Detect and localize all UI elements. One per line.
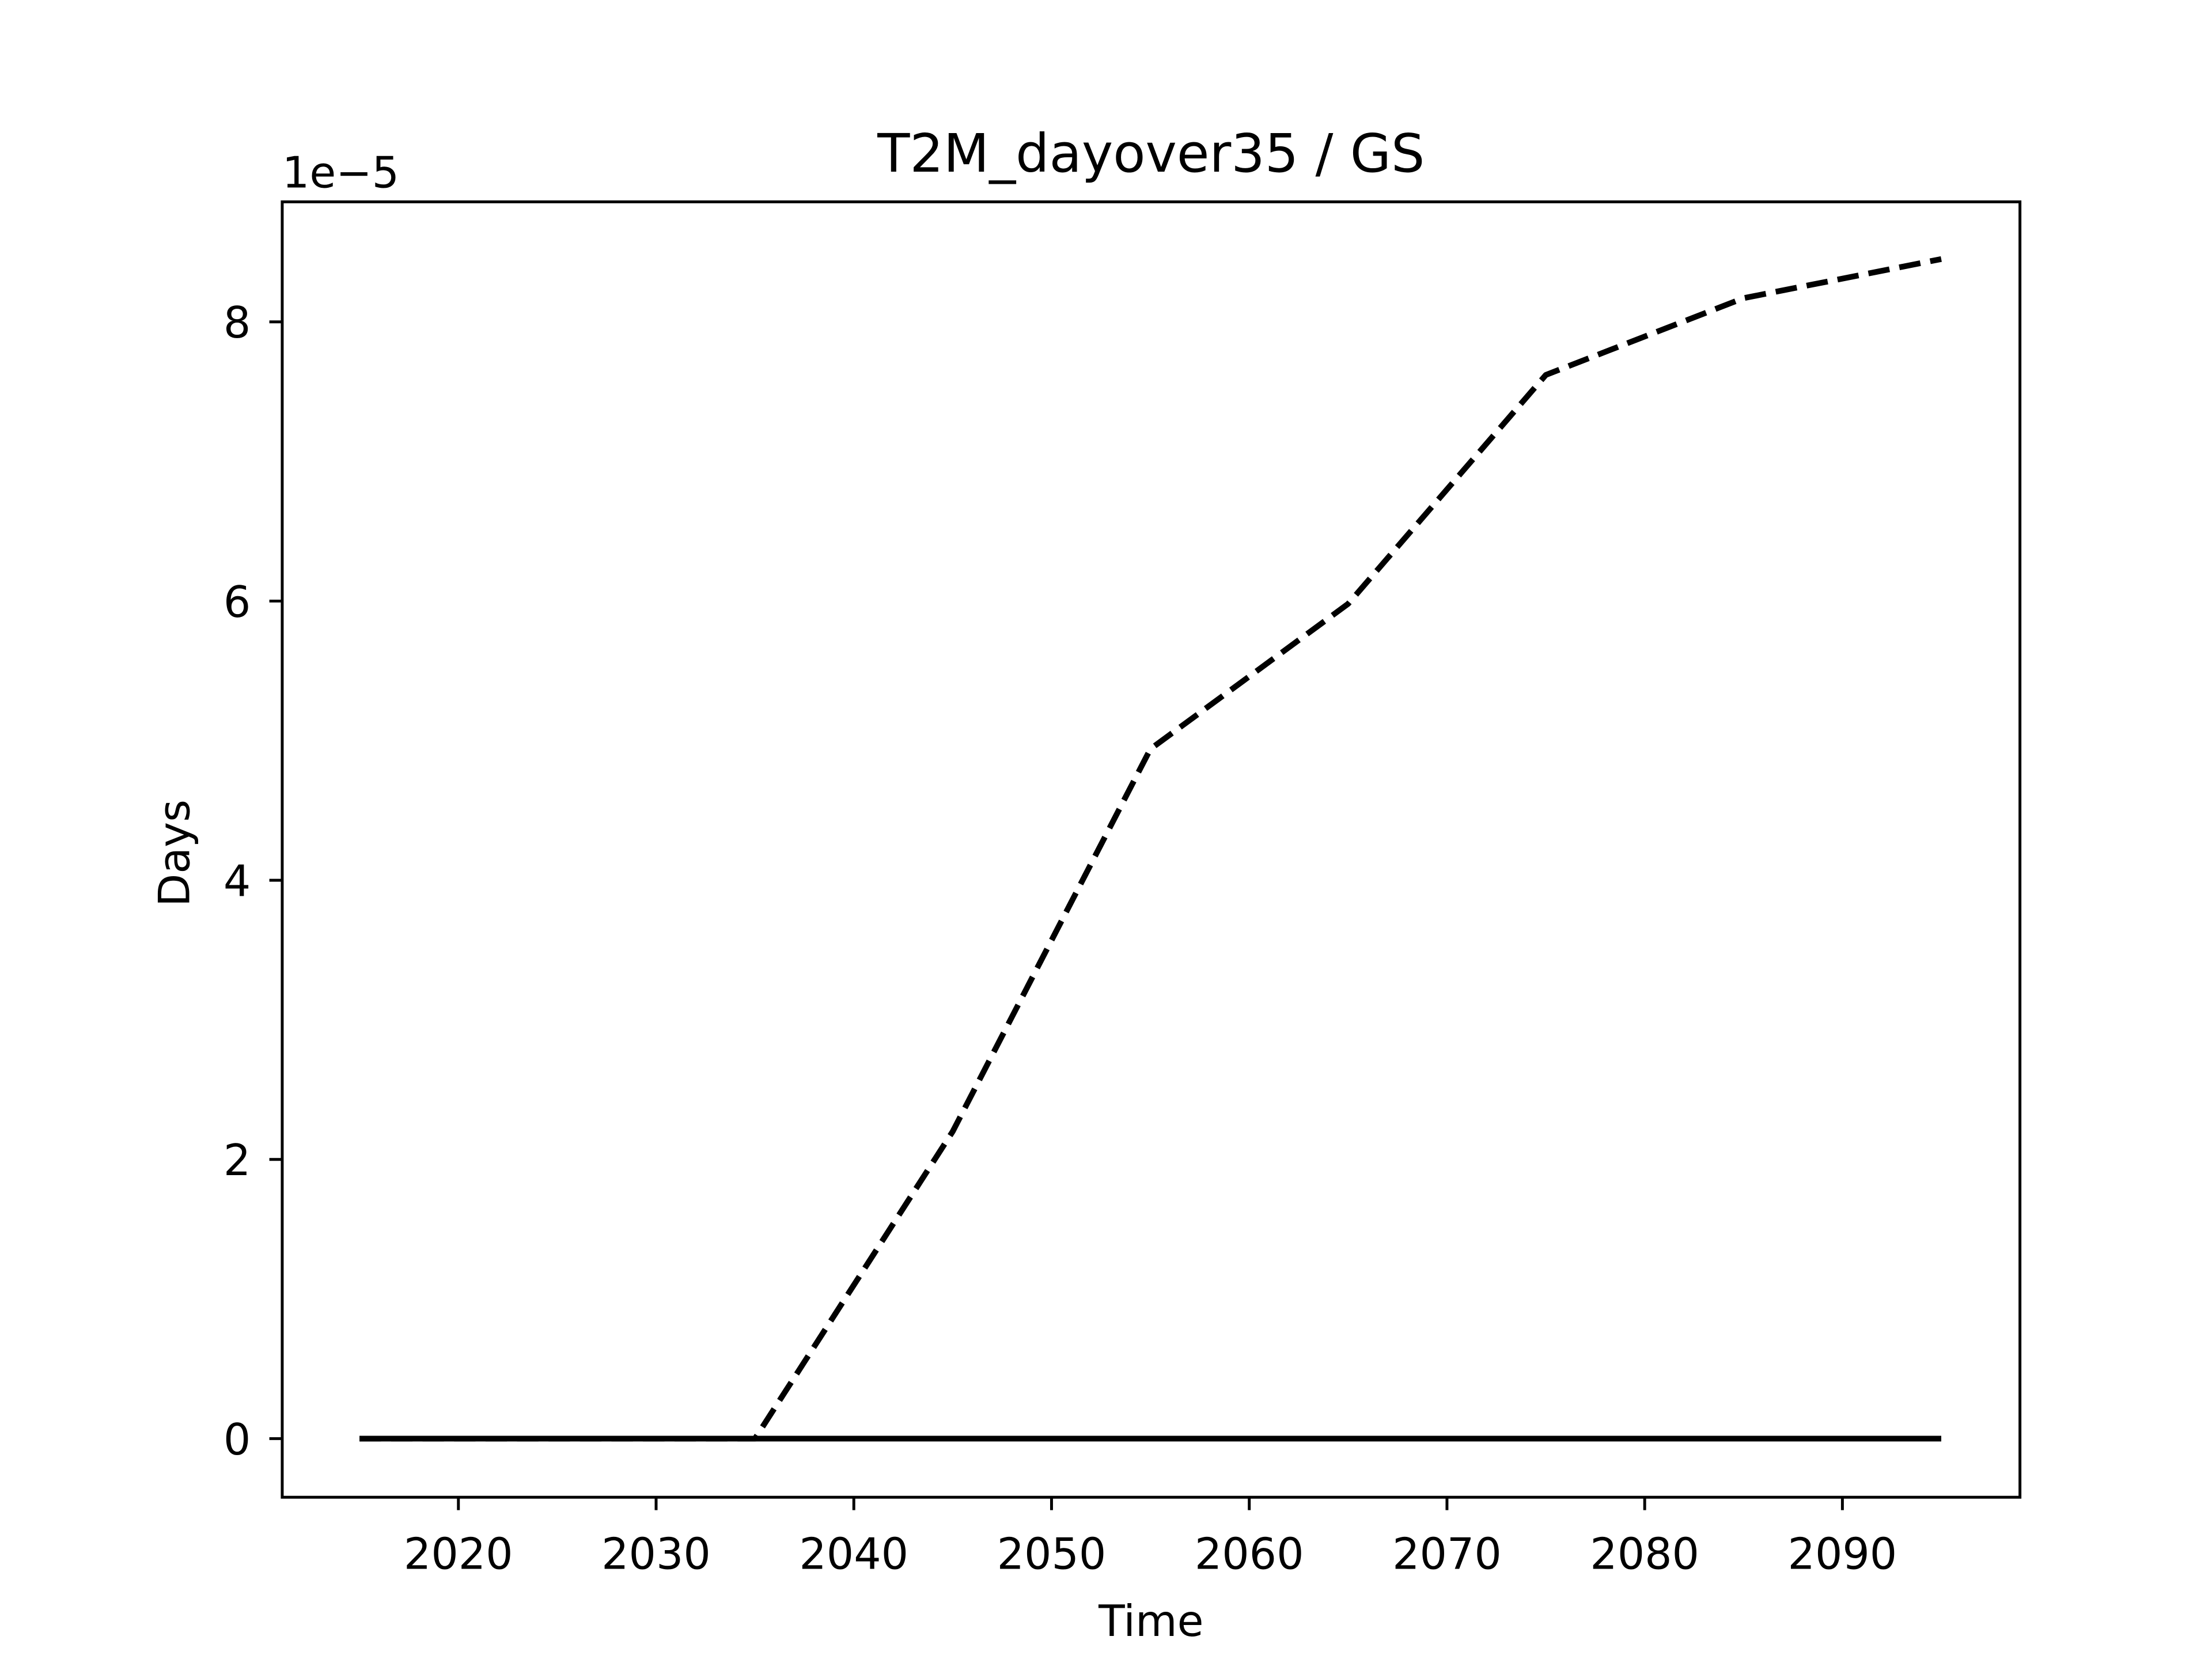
y-tick-label: 4 bbox=[224, 856, 251, 906]
y-tick-label: 0 bbox=[224, 1415, 251, 1465]
x-tick-label: 2040 bbox=[799, 1529, 908, 1579]
x-tick-label: 2030 bbox=[601, 1529, 711, 1579]
plot-frame bbox=[281, 200, 2022, 1499]
y-tick-label: 6 bbox=[224, 577, 251, 627]
x-tick-label: 2050 bbox=[997, 1529, 1107, 1579]
x-tick-label: 2060 bbox=[1195, 1529, 1304, 1579]
x-tick-label: 2020 bbox=[404, 1529, 513, 1579]
x-tick-label: 2080 bbox=[1590, 1529, 1699, 1579]
y-tick-label: 2 bbox=[224, 1135, 251, 1185]
chart-title: T2M_dayover35 / GS bbox=[877, 123, 1425, 184]
x-tick-label: 2090 bbox=[1788, 1529, 1897, 1579]
y-axis-label: Days bbox=[149, 800, 199, 907]
offset-label: 1e−5 bbox=[282, 148, 399, 198]
x-axis-label: Time bbox=[1098, 1596, 1203, 1646]
x-tick-label: 2070 bbox=[1392, 1529, 1502, 1579]
y-tick-label: 8 bbox=[224, 298, 251, 348]
